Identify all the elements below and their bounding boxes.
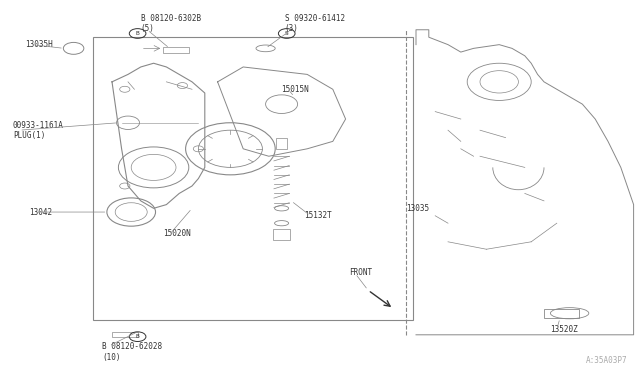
Text: 15020N: 15020N [163,229,191,238]
Text: S: S [285,31,289,36]
Text: 13042: 13042 [29,208,52,217]
Text: 13035H: 13035H [26,40,53,49]
Bar [163,47,189,53]
Text: 15132T: 15132T [304,211,332,220]
Text: FRONT: FRONT [349,268,372,277]
Bar [276,138,287,149]
Text: B 08120-6302B
(5): B 08120-6302B (5) [141,14,201,33]
Bar [273,229,290,240]
Text: B: B [136,31,140,36]
Text: 13035: 13035 [406,204,429,213]
Text: A:35A03P7: A:35A03P7 [586,356,627,365]
Bar [93,37,413,320]
Text: B: B [136,334,140,339]
Text: B 08120-62028
(10): B 08120-62028 (10) [102,342,163,362]
Bar [112,332,138,337]
Text: 13520Z: 13520Z [550,326,578,334]
Text: S 09320-61412
(3): S 09320-61412 (3) [285,14,345,33]
Bar [544,309,579,318]
Text: 00933-1161A
PLUG(1): 00933-1161A PLUG(1) [13,121,63,140]
Text: 15015N: 15015N [282,85,309,94]
